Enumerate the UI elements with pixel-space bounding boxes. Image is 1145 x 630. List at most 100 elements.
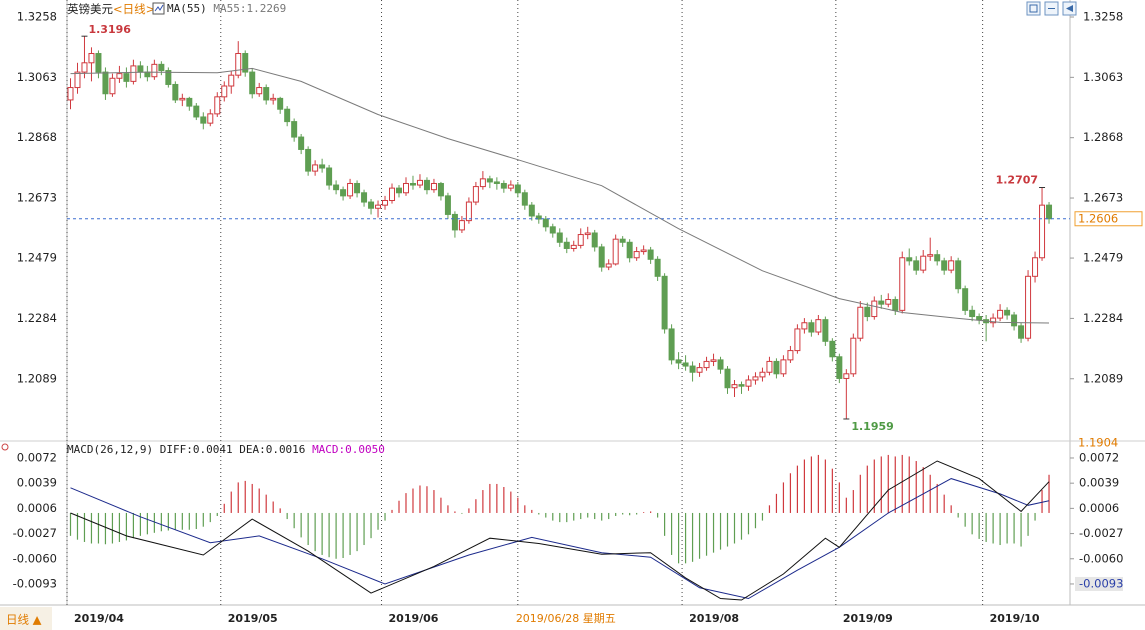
y-tick-label-left: 1.3258: [17, 10, 57, 24]
candle-body: [815, 319, 822, 333]
candle-body: [1004, 309, 1011, 316]
ma-value: MA55:1.2269: [213, 2, 286, 15]
candle-body: [256, 87, 263, 95]
candle-body: [633, 251, 640, 259]
candle-body: [920, 255, 927, 271]
candle-body: [717, 359, 724, 370]
candle-body: [493, 181, 500, 184]
candle-body: [144, 71, 151, 78]
candle-body: [1011, 314, 1018, 327]
period: <日线>: [113, 2, 155, 16]
candle-body: [822, 319, 829, 342]
candle-body: [836, 356, 843, 379]
candle-body: [661, 275, 668, 330]
candle-body: [542, 218, 549, 228]
candle-body: [347, 182, 354, 197]
y-tick-label-left: 1.2673: [17, 191, 57, 205]
macd-tick-highlight: [1075, 576, 1123, 591]
candle-body: [878, 300, 885, 305]
candle-body: [780, 359, 787, 375]
x-tick-label: 2019/04: [74, 612, 124, 625]
candle-body: [402, 182, 409, 194]
candle-body: [556, 232, 563, 243]
diff-label: DIFF:0.0041: [160, 443, 233, 456]
x-tick-label: 2019/08: [689, 612, 739, 625]
plot-layer: 2019/04 2019/05 2019/06 2019/08 2019/09 2019/…: [13, 0, 1143, 625]
candle-body: [843, 373, 850, 379]
candle-body: [326, 167, 333, 186]
y-tick-label-left: 1.3063: [17, 70, 57, 84]
candle-body: [913, 260, 920, 271]
candle-body: [997, 309, 1004, 319]
candle-body: [158, 63, 165, 72]
indicator-header: MA(55) MA55:1.2269: [167, 2, 286, 15]
y-tick-label-right: 1.3258: [1083, 10, 1123, 24]
candle-body: [990, 317, 997, 324]
macd-tick-label-left: 0.0072: [17, 450, 57, 464]
candle-body: [277, 97, 284, 110]
macd-tick-label-right: 0.0072: [1079, 450, 1119, 464]
candle-body: [249, 71, 256, 95]
candle-body: [850, 337, 857, 375]
candle-body: [123, 73, 130, 82]
candle-body: [333, 184, 340, 191]
candle-body: [787, 350, 794, 361]
candle-body: [319, 164, 326, 169]
candle-body: [340, 189, 347, 197]
candle-body: [507, 184, 514, 189]
candle-body: [193, 105, 200, 118]
candle-body: [766, 360, 773, 373]
macd-tick-label-left: 0.0006: [17, 501, 57, 515]
candle-body: [738, 384, 745, 387]
y-tick-label-left: 1.2868: [17, 130, 57, 144]
candle-body: [500, 182, 507, 189]
candle-body: [1046, 204, 1053, 220]
candle-body: [976, 316, 983, 321]
candle-body: [668, 328, 675, 361]
candle-body: [81, 62, 88, 73]
candle-body: [382, 200, 389, 206]
candle-body: [941, 260, 948, 271]
ma-line: [70, 67, 1050, 324]
candle-body: [640, 249, 647, 253]
candle-body: [647, 249, 654, 260]
candle-body: [801, 322, 808, 330]
candle-body: [612, 238, 619, 265]
macd-tick-label-left: -0.0060: [13, 551, 57, 565]
candle-body: [465, 201, 472, 222]
macd-tick-label-right: -0.0060: [1079, 551, 1123, 565]
macd-title: MACD(26,12,9): [67, 443, 153, 456]
zoom-button[interactable]: [1026, 1, 1041, 16]
cursor-label: 2019/06/28 星期五: [516, 612, 616, 625]
settings-icon[interactable]: [1, 443, 9, 451]
header: 英镑美元<日线>: [67, 2, 155, 16]
indicator-name: MA(55): [167, 2, 207, 15]
candle-body: [109, 77, 116, 95]
candle-body: [409, 182, 416, 186]
candle-body: [263, 87, 270, 101]
candle-body: [102, 71, 109, 95]
candle-body: [794, 328, 801, 352]
candle-body: [88, 53, 95, 64]
candle-body: [962, 288, 969, 311]
period-button-bg[interactable]: [0, 607, 52, 630]
candle-body: [745, 379, 752, 387]
dea-label: DEA:0.0016: [239, 443, 305, 456]
candle-body: [354, 182, 361, 194]
candle-body: [207, 113, 214, 124]
candle-body: [773, 360, 780, 375]
macd-tick-label-left: -0.0093: [13, 576, 57, 590]
candle-body: [899, 257, 906, 311]
candle-body: [479, 178, 486, 188]
candle-body: [654, 258, 661, 277]
macd-label: MACD:0.0050: [312, 443, 385, 456]
candle-body: [689, 365, 696, 373]
candle-body: [871, 300, 878, 318]
candle-body: [696, 367, 703, 373]
candle-body: [179, 97, 186, 101]
candle-body: [130, 65, 137, 82]
candle-body: [368, 201, 375, 209]
candle-body: [598, 246, 605, 268]
period-button[interactable]: 日线 ▲: [6, 613, 42, 627]
